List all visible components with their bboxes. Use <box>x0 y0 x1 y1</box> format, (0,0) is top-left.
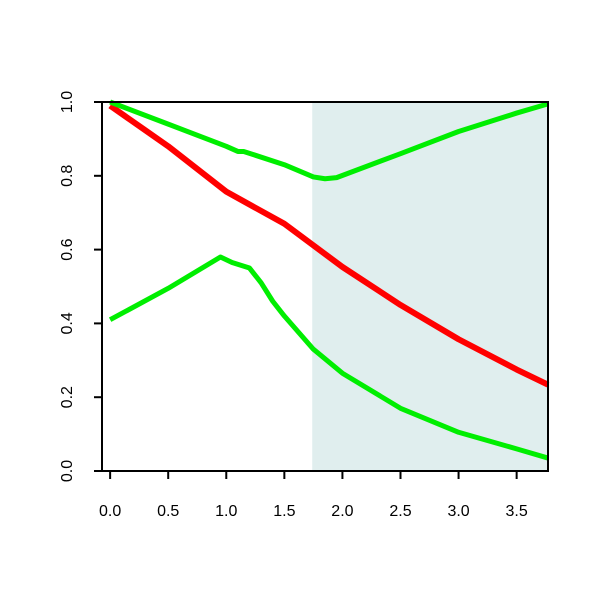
x-tick-label: 3.0 <box>447 503 469 520</box>
y-tick-label: 0.4 <box>59 312 76 334</box>
y-tick-label: 0.2 <box>59 386 76 408</box>
y-tick-label: 0.6 <box>59 238 76 260</box>
y-tick-label: 0.8 <box>59 165 76 187</box>
line <box>109 99 549 182</box>
x-tick-label: 1.5 <box>273 503 295 520</box>
y-tick-label: 0.0 <box>59 460 76 482</box>
shaded-region <box>312 102 548 471</box>
y-tick-label: 1.0 <box>59 91 76 113</box>
line <box>108 254 549 461</box>
x-tick-label: 0.0 <box>99 503 121 520</box>
x-tick-label: 0.5 <box>157 503 179 520</box>
line <box>108 103 550 388</box>
x-tick-label: 3.5 <box>506 503 528 520</box>
x-tick-label: 1.0 <box>215 503 237 520</box>
x-tick-label: 2.0 <box>331 503 353 520</box>
x-tick-label: 2.5 <box>389 503 411 520</box>
